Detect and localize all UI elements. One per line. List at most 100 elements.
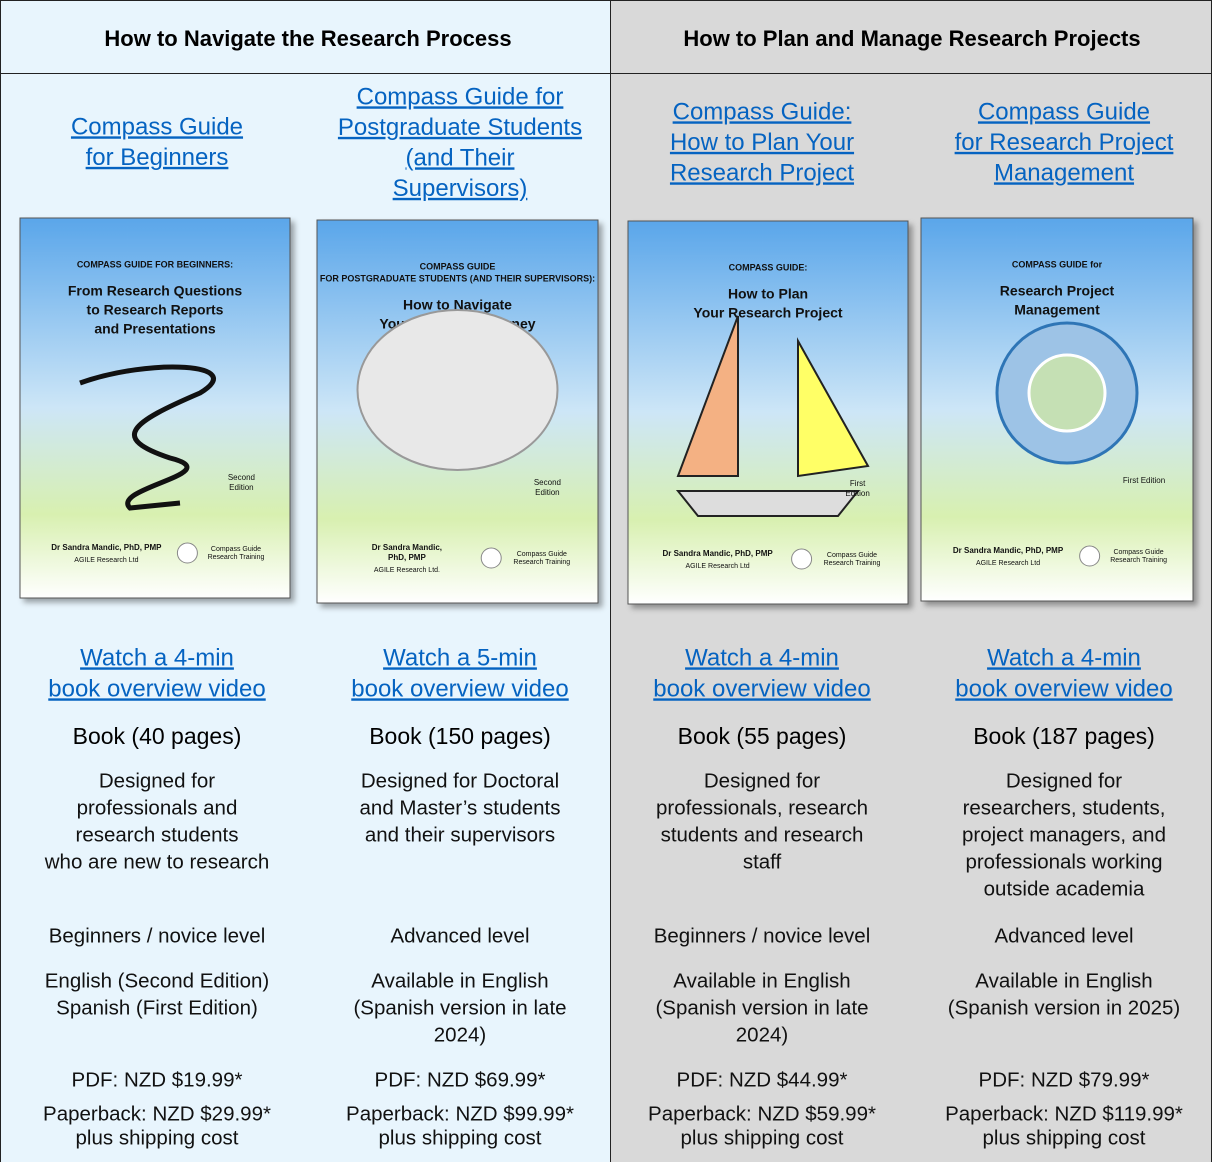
video-link[interactable]: Watch a 4-min	[80, 644, 234, 671]
cover-brand: Research Training	[208, 554, 265, 561]
cover-art	[79, 364, 216, 511]
book-title-link[interactable]: Compass Guide:	[673, 98, 852, 125]
cover-edition: First	[850, 479, 866, 488]
cover-brand: Research Training	[1110, 557, 1167, 564]
book-cover	[627, 220, 909, 605]
cover-art	[675, 490, 861, 517]
cover-author: Dr Sandra Mandic,	[372, 543, 442, 552]
level: Advanced level	[994, 924, 1133, 947]
paperback-price: Paperback: NZD $99.99*	[346, 1102, 574, 1125]
shipping-note: plus shipping cost	[983, 1126, 1146, 1149]
language-line: (Spanish version in late	[655, 996, 868, 1019]
cover-edition: Second	[228, 473, 255, 482]
audience-line: outside academia	[984, 877, 1145, 900]
audience-line: professionals working	[965, 850, 1162, 873]
audience-line: researchers, students,	[963, 796, 1166, 819]
audience-line: Designed for	[99, 769, 215, 792]
book-title-link[interactable]: Compass Guide	[71, 113, 243, 140]
audience-line: staff	[743, 850, 782, 873]
group-header: How to Navigate the Research Process	[104, 26, 511, 51]
cover-art	[1027, 353, 1107, 433]
shipping-note: plus shipping cost	[76, 1126, 239, 1149]
audience-line: and their supervisors	[365, 823, 555, 846]
paperback-price: Paperback: NZD $119.99*	[945, 1102, 1183, 1125]
cover-org: AGILE Research Ltd	[976, 560, 1040, 567]
language-line: (Spanish version in 2025)	[948, 996, 1180, 1019]
video-link[interactable]: Watch a 4-min	[685, 644, 839, 671]
book-title-link[interactable]: Compass Guide for	[357, 83, 564, 110]
book-title-link[interactable]: Supervisors)	[393, 175, 528, 202]
cover-edition: Edition	[229, 483, 253, 492]
audience-line: Designed for	[1006, 769, 1122, 792]
cover-title: to Research Reports	[87, 302, 224, 318]
video-link[interactable]: book overview video	[955, 675, 1172, 702]
book-cover	[19, 217, 291, 599]
book-title-link[interactable]: Compass Guide	[978, 98, 1150, 125]
level: Beginners / novice level	[654, 924, 871, 947]
language-line: Spanish (First Edition)	[56, 996, 258, 1019]
cover-brand: Research Training	[513, 559, 570, 566]
cover-title: Research Project	[1000, 283, 1115, 299]
audience-line: research students	[76, 823, 239, 846]
cover-brand: Research Training	[824, 560, 881, 567]
cover-heading: COMPASS GUIDE	[420, 261, 496, 271]
audience-line: and Master’s students	[360, 796, 561, 819]
cover-title: and Presentations	[94, 321, 216, 337]
level: Advanced level	[390, 924, 529, 947]
book-title-link[interactable]: (and Their	[406, 144, 515, 171]
book-title-link[interactable]: for Research Project	[955, 129, 1174, 156]
cover-author: Dr Sandra Mandic, PhD, PMP	[51, 543, 162, 552]
cover-heading: FOR POSTGRADUATE STUDENTS (AND THEIR SUP…	[320, 273, 595, 283]
audience-line: students and research	[661, 823, 864, 846]
cover-brand: Compass Guide	[827, 552, 877, 559]
audience-line: professionals and	[77, 796, 238, 819]
cover-edition: First Edition	[1123, 476, 1165, 485]
cover-title: How to Plan	[728, 286, 808, 302]
language-line: Available in English	[975, 969, 1152, 992]
book-title-link[interactable]: for Beginners	[86, 144, 229, 171]
book-title-link[interactable]: Research Project	[670, 159, 854, 186]
cover-brand: Compass Guide	[517, 551, 567, 558]
shipping-note: plus shipping cost	[681, 1126, 844, 1149]
video-link[interactable]: Watch a 5-min	[383, 644, 537, 671]
cover-logo	[480, 547, 502, 569]
books: Compass Guide for Beginners COMPASS GUIDE …	[19, 83, 1194, 1149]
cover-edition: Edition	[845, 489, 869, 498]
cover-title: Your Research Project	[693, 305, 842, 321]
cover-title: Management	[1014, 302, 1100, 318]
book-title-link[interactable]: Management	[994, 159, 1134, 186]
video-link[interactable]: Watch a 4-min	[987, 644, 1141, 671]
book-format: Book (40 pages)	[73, 723, 242, 749]
cover-author: PhD, PMP	[388, 553, 426, 562]
book-format: Book (150 pages)	[369, 723, 551, 749]
cover-brand: Compass Guide	[1113, 549, 1163, 556]
cover-heading: COMPASS GUIDE:	[729, 262, 808, 272]
cover-logo	[1079, 545, 1101, 567]
book-title-link[interactable]: Postgraduate Students	[338, 114, 582, 141]
book-format: Book (187 pages)	[973, 723, 1155, 749]
cover-art	[676, 315, 739, 477]
video-link[interactable]: book overview video	[48, 675, 265, 702]
cover-author: Dr Sandra Mandic, PhD, PMP	[953, 546, 1064, 555]
video-link[interactable]: book overview video	[351, 675, 568, 702]
language-line: Available in English	[673, 969, 850, 992]
cover-heading: COMPASS GUIDE for	[1012, 259, 1103, 269]
paperback-price: Paperback: NZD $59.99*	[648, 1102, 876, 1125]
audience-line: professionals, research	[656, 796, 868, 819]
pdf-price: PDF: NZD $44.99*	[677, 1068, 848, 1091]
book-format: Book (55 pages)	[678, 723, 847, 749]
audience-line: Designed for	[704, 769, 820, 792]
audience-line: Designed for Doctoral	[361, 769, 559, 792]
cover-title: How to Navigate	[403, 297, 512, 313]
video-link[interactable]: book overview video	[653, 675, 870, 702]
cover-logo	[176, 542, 198, 564]
cover-title: From Research Questions	[68, 283, 242, 299]
book-title-link[interactable]: How to Plan Your	[670, 129, 854, 156]
language-line: Available in English	[371, 969, 548, 992]
cover-brand: Compass Guide	[211, 546, 261, 553]
cover-logo	[791, 548, 813, 570]
cover-edition: Edition	[535, 488, 559, 497]
cover-author: Dr Sandra Mandic, PhD, PMP	[662, 549, 773, 558]
language-line: 2024)	[434, 1023, 486, 1046]
